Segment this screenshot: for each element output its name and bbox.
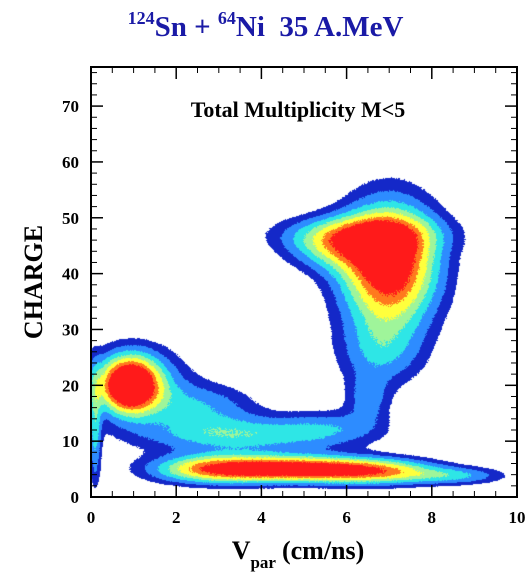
x-axis-label-subscript: par [250,553,276,572]
beam-energy: 35 A.MeV [279,11,404,43]
element-a: Sn [154,11,187,43]
y-tick-label-7: 70 [62,97,79,116]
element-b: Ni [235,11,265,43]
y-tick-label-1: 10 [62,432,79,451]
x-tick-label-1: 2 [172,508,181,527]
x-tick-label-2: 4 [257,508,266,527]
mass-number-a: 124 [127,8,155,28]
plot-title: 124Sn + 64Ni 35 A.MeV [0,8,531,44]
y-axis-label: CHARGE [19,225,48,339]
x-tick-label-4: 8 [428,508,437,527]
x-axis-label-main: V [232,536,251,565]
x-axis-label: Vpar (cm/ns) [232,536,365,572]
multiplicity-annotation: Total Multiplicity M<5 [191,97,406,122]
x-tick-label-0: 0 [87,508,96,527]
mass-number-b: 64 [217,8,236,28]
x-tick-label-5: 10 [509,508,526,527]
y-tick-label-2: 20 [62,376,79,395]
axis-ticks: 0 2 4 6 8 10 0 10 20 30 40 50 60 70 [62,67,526,527]
y-tick-label-0: 0 [71,488,80,507]
y-tick-label-5: 50 [62,209,79,228]
charge-velocity-heatmap [91,67,517,497]
x-axis-label-unit: (cm/ns) [282,536,364,565]
heatmap-area-wrapper [91,67,517,497]
y-tick-label-3: 30 [62,320,79,339]
y-tick-label-6: 60 [62,153,79,172]
plus-sign: + [186,11,218,43]
x-tick-label-3: 6 [342,508,351,527]
y-tick-label-4: 40 [62,265,79,284]
